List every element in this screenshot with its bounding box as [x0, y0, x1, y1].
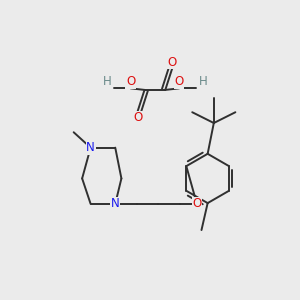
- Text: O: O: [192, 197, 202, 210]
- Text: H: H: [102, 75, 111, 88]
- Text: O: O: [175, 75, 184, 88]
- Text: O: O: [126, 75, 135, 88]
- Text: N: N: [111, 197, 120, 210]
- Text: O: O: [168, 56, 177, 69]
- Text: N: N: [86, 141, 95, 154]
- Text: H: H: [199, 75, 207, 88]
- Text: O: O: [133, 111, 142, 124]
